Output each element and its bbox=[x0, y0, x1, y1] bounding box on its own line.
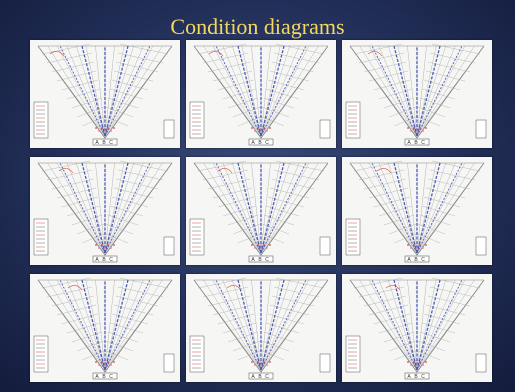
diagram-label-a: A bbox=[95, 374, 99, 380]
diagram-label-c: C bbox=[109, 374, 113, 380]
diagram-label-a: A bbox=[95, 140, 99, 146]
diagram-label-a: A bbox=[95, 257, 99, 263]
diagram-label-a: A bbox=[251, 257, 255, 263]
diagram-label-b: B bbox=[414, 140, 418, 146]
diagram-label-a: A bbox=[407, 140, 411, 146]
diagram-label-c: C bbox=[421, 140, 425, 146]
diagram-label-b: B bbox=[102, 257, 106, 263]
diagram-label-c: C bbox=[109, 140, 113, 146]
diagram-label-b: B bbox=[258, 257, 262, 263]
slide-title: Condition diagrams bbox=[170, 14, 345, 39]
diagram-label-a: A bbox=[251, 374, 255, 380]
diagram-label-a: A bbox=[407, 257, 411, 263]
diagram-label-a: A bbox=[251, 140, 255, 146]
diagram-label-b: B bbox=[102, 374, 106, 380]
diagram-label-c: C bbox=[421, 257, 425, 263]
diagram-label-c: C bbox=[265, 257, 269, 263]
diagram-label-c: C bbox=[421, 374, 425, 380]
diagram-label-a: A bbox=[407, 374, 411, 380]
diagram-label-c: C bbox=[265, 140, 269, 146]
diagram-label-c: C bbox=[109, 257, 113, 263]
diagram-label-b: B bbox=[102, 140, 106, 146]
diagram-label-b: B bbox=[258, 140, 262, 146]
diagram-label-b: B bbox=[258, 374, 262, 380]
diagram-label-b: B bbox=[414, 257, 418, 263]
diagram-label-b: B bbox=[414, 374, 418, 380]
diagram-label-c: C bbox=[265, 374, 269, 380]
